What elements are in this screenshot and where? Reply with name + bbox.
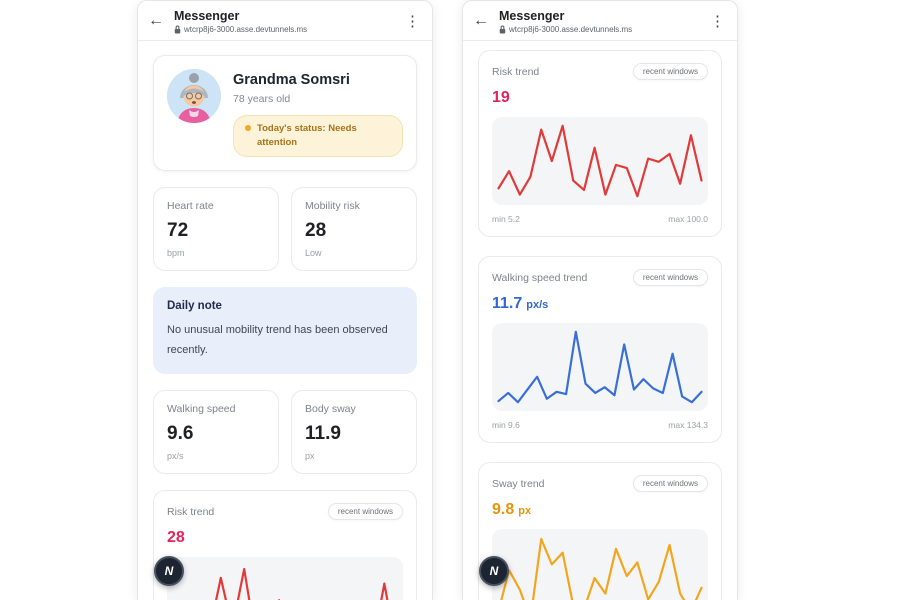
- lock-icon: [499, 25, 506, 33]
- trend-value-unit: px: [518, 505, 532, 517]
- recent-windows-badge: recent windows: [632, 475, 708, 492]
- header-titles: Messenger wtcrp8j6-3000.asse.devtunnels.…: [174, 9, 395, 34]
- status-badge: Today's status: Needs attention: [233, 115, 403, 157]
- patient-age: 78 years old: [233, 93, 291, 105]
- mobility-risk-card: Mobility risk 28 Low: [291, 186, 417, 271]
- url-text: wtcrp8j6-3000.asse.devtunnels.ms: [509, 24, 633, 34]
- stat-label: Mobility risk: [305, 199, 360, 212]
- risk-trend-card: Risk trend recent windows 28: [153, 490, 417, 600]
- heart-rate-card: Heart rate 72 bpm: [153, 186, 279, 271]
- stat-value: 11.9: [305, 423, 341, 445]
- risk-trend-card: Risk trend recent windows 19 min 5.2 max…: [478, 50, 722, 237]
- status-text: Today's status: Needs attention: [257, 123, 357, 148]
- trend-card-header: Walking speed trend recent windows: [492, 269, 708, 286]
- stat-unit: bpm: [167, 247, 185, 258]
- chart-range-row: min 5.2 max 100.0: [492, 214, 708, 224]
- assistant-fab-button[interactable]: N: [154, 556, 184, 586]
- sway-trend-card: Sway trend recent windows 9.8 px: [478, 462, 722, 600]
- url-bar[interactable]: wtcrp8j6-3000.asse.devtunnels.ms: [499, 25, 700, 34]
- overflow-menu-icon[interactable]: ⋮: [405, 12, 420, 30]
- trend-title: Sway trend: [492, 477, 545, 490]
- stat-unit: px: [305, 451, 315, 462]
- status-dot-icon: [245, 125, 251, 131]
- url-bar[interactable]: wtcrp8j6-3000.asse.devtunnels.ms: [174, 25, 395, 34]
- trend-title: Risk trend: [167, 505, 215, 518]
- chart-range-row: min 9.6 max 134.3: [492, 420, 708, 430]
- back-icon[interactable]: ←: [148, 12, 164, 29]
- chart-max-label: max 100.0: [668, 214, 708, 224]
- daily-note-card: Daily note No unusual mobility trend has…: [153, 286, 417, 375]
- stat-value: 72: [167, 219, 189, 241]
- trend-value-number: 9.8: [492, 501, 515, 518]
- dashboard-content: Grandma Somsri 78 years old Today's stat…: [138, 41, 432, 600]
- trend-card-header: Risk trend recent windows: [492, 63, 708, 80]
- walking-speed-card: Walking speed 9.6 px/s: [153, 390, 279, 475]
- recent-windows-badge: recent windows: [632, 269, 708, 286]
- trend-current-value: 11.7 px/s: [492, 295, 708, 313]
- trend-value-number: 28: [167, 529, 185, 547]
- stat-value: 28: [305, 219, 327, 241]
- walking-speed-trend-card: Walking speed trend recent windows 11.7 …: [478, 256, 722, 443]
- sway-trend-chart: [492, 529, 708, 600]
- back-icon[interactable]: ←: [473, 12, 489, 29]
- app-title: Messenger: [499, 8, 565, 23]
- stat-unit: px/s: [167, 451, 184, 462]
- overflow-menu-icon[interactable]: ⋮: [710, 12, 725, 30]
- stat-label: Walking speed: [167, 403, 236, 416]
- chart-min-label: min 5.2: [492, 214, 520, 224]
- stat-label: Body sway: [305, 403, 356, 416]
- trend-value-number: 11.7: [492, 295, 523, 312]
- risk-trend-chart: [167, 557, 403, 600]
- phone-screen-dashboard: ← Messenger wtcrp8j6-3000.asse.devtunnel…: [137, 0, 433, 600]
- risk-trend-chart: [492, 117, 708, 205]
- trends-content: Risk trend recent windows 19 min 5.2 max…: [463, 41, 737, 600]
- assistant-fab-button[interactable]: N: [479, 556, 509, 586]
- recent-windows-badge: recent windows: [632, 63, 708, 80]
- chart-max-label: max 134.3: [668, 420, 708, 430]
- chart-min-label: min 9.6: [492, 420, 520, 430]
- app-header: ← Messenger wtcrp8j6-3000.asse.devtunnel…: [463, 1, 737, 41]
- phone-screen-trends: ← Messenger wtcrp8j6-3000.asse.devtunnel…: [462, 0, 738, 600]
- daily-note-title: Daily note: [167, 299, 222, 312]
- trend-card-header: Risk trend recent windows: [167, 503, 403, 521]
- app-title: Messenger: [174, 8, 240, 23]
- vitals-row-1: Heart rate 72 bpm Mobility risk 28 Low: [153, 186, 417, 271]
- stat-label: Heart rate: [167, 199, 214, 212]
- trend-current-value: 28: [167, 529, 403, 547]
- app-header: ← Messenger wtcrp8j6-3000.asse.devtunnel…: [138, 1, 432, 41]
- url-text: wtcrp8j6-3000.asse.devtunnels.ms: [184, 24, 308, 34]
- trend-card-header: Sway trend recent windows: [492, 475, 708, 492]
- trend-value-number: 19: [492, 89, 510, 106]
- profile-info: Grandma Somsri 78 years old Today's stat…: [233, 69, 403, 157]
- avatar: [167, 69, 221, 123]
- stat-unit: Low: [305, 247, 322, 258]
- recent-windows-badge: recent windows: [327, 503, 403, 521]
- walking-speed-trend-chart: [492, 323, 708, 411]
- trend-value-unit: px/s: [526, 299, 549, 311]
- trend-title: Risk trend: [492, 65, 540, 78]
- daily-note-text: No unusual mobility trend has been obser…: [167, 323, 388, 357]
- stat-value: 9.6: [167, 423, 194, 445]
- trend-title: Walking speed trend: [492, 271, 588, 284]
- body-sway-card: Body sway 11.9 px: [291, 390, 417, 475]
- trend-current-value: 19: [492, 89, 708, 107]
- profile-card: Grandma Somsri 78 years old Today's stat…: [153, 55, 417, 171]
- patient-name: Grandma Somsri: [233, 72, 350, 88]
- trend-current-value: 9.8 px: [492, 501, 708, 519]
- header-titles: Messenger wtcrp8j6-3000.asse.devtunnels.…: [499, 9, 700, 34]
- lock-icon: [174, 25, 181, 33]
- grandma-avatar-icon: [167, 69, 221, 123]
- vitals-row-2: Walking speed 9.6 px/s Body sway 11.9 px: [153, 390, 417, 475]
